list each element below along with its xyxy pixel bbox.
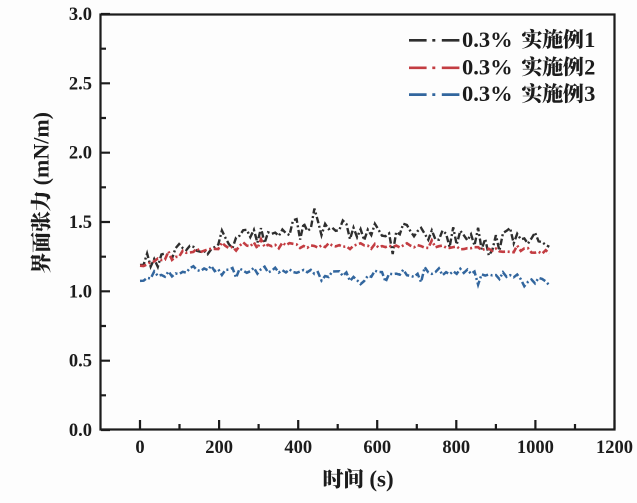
svg-text:0.5: 0.5	[69, 352, 92, 372]
svg-text:400: 400	[284, 438, 312, 458]
svg-text:1200: 1200	[596, 438, 633, 458]
svg-text:1000: 1000	[517, 438, 554, 458]
svg-text:0: 0	[135, 438, 144, 458]
svg-text:2.0: 2.0	[69, 144, 92, 164]
svg-text:3.0: 3.0	[69, 5, 92, 25]
svg-text:0.0: 0.0	[69, 421, 92, 441]
svg-text:2: 2	[584, 54, 595, 79]
svg-text:600: 600	[363, 438, 391, 458]
svg-text:1: 1	[584, 27, 595, 52]
svg-text:(mN/m): (mN/m)	[29, 112, 54, 185]
svg-text:2.5: 2.5	[69, 74, 92, 94]
svg-text:0.3%: 0.3%	[462, 27, 513, 52]
svg-text:800: 800	[442, 438, 470, 458]
svg-text:1.0: 1.0	[69, 282, 92, 302]
svg-text:0.3%: 0.3%	[462, 54, 513, 79]
svg-text:200: 200	[205, 438, 233, 458]
svg-text:0.3%: 0.3%	[462, 81, 513, 106]
svg-text:1.5: 1.5	[69, 213, 92, 233]
svg-text:(s): (s)	[369, 467, 393, 492]
svg-text:3: 3	[584, 81, 595, 106]
